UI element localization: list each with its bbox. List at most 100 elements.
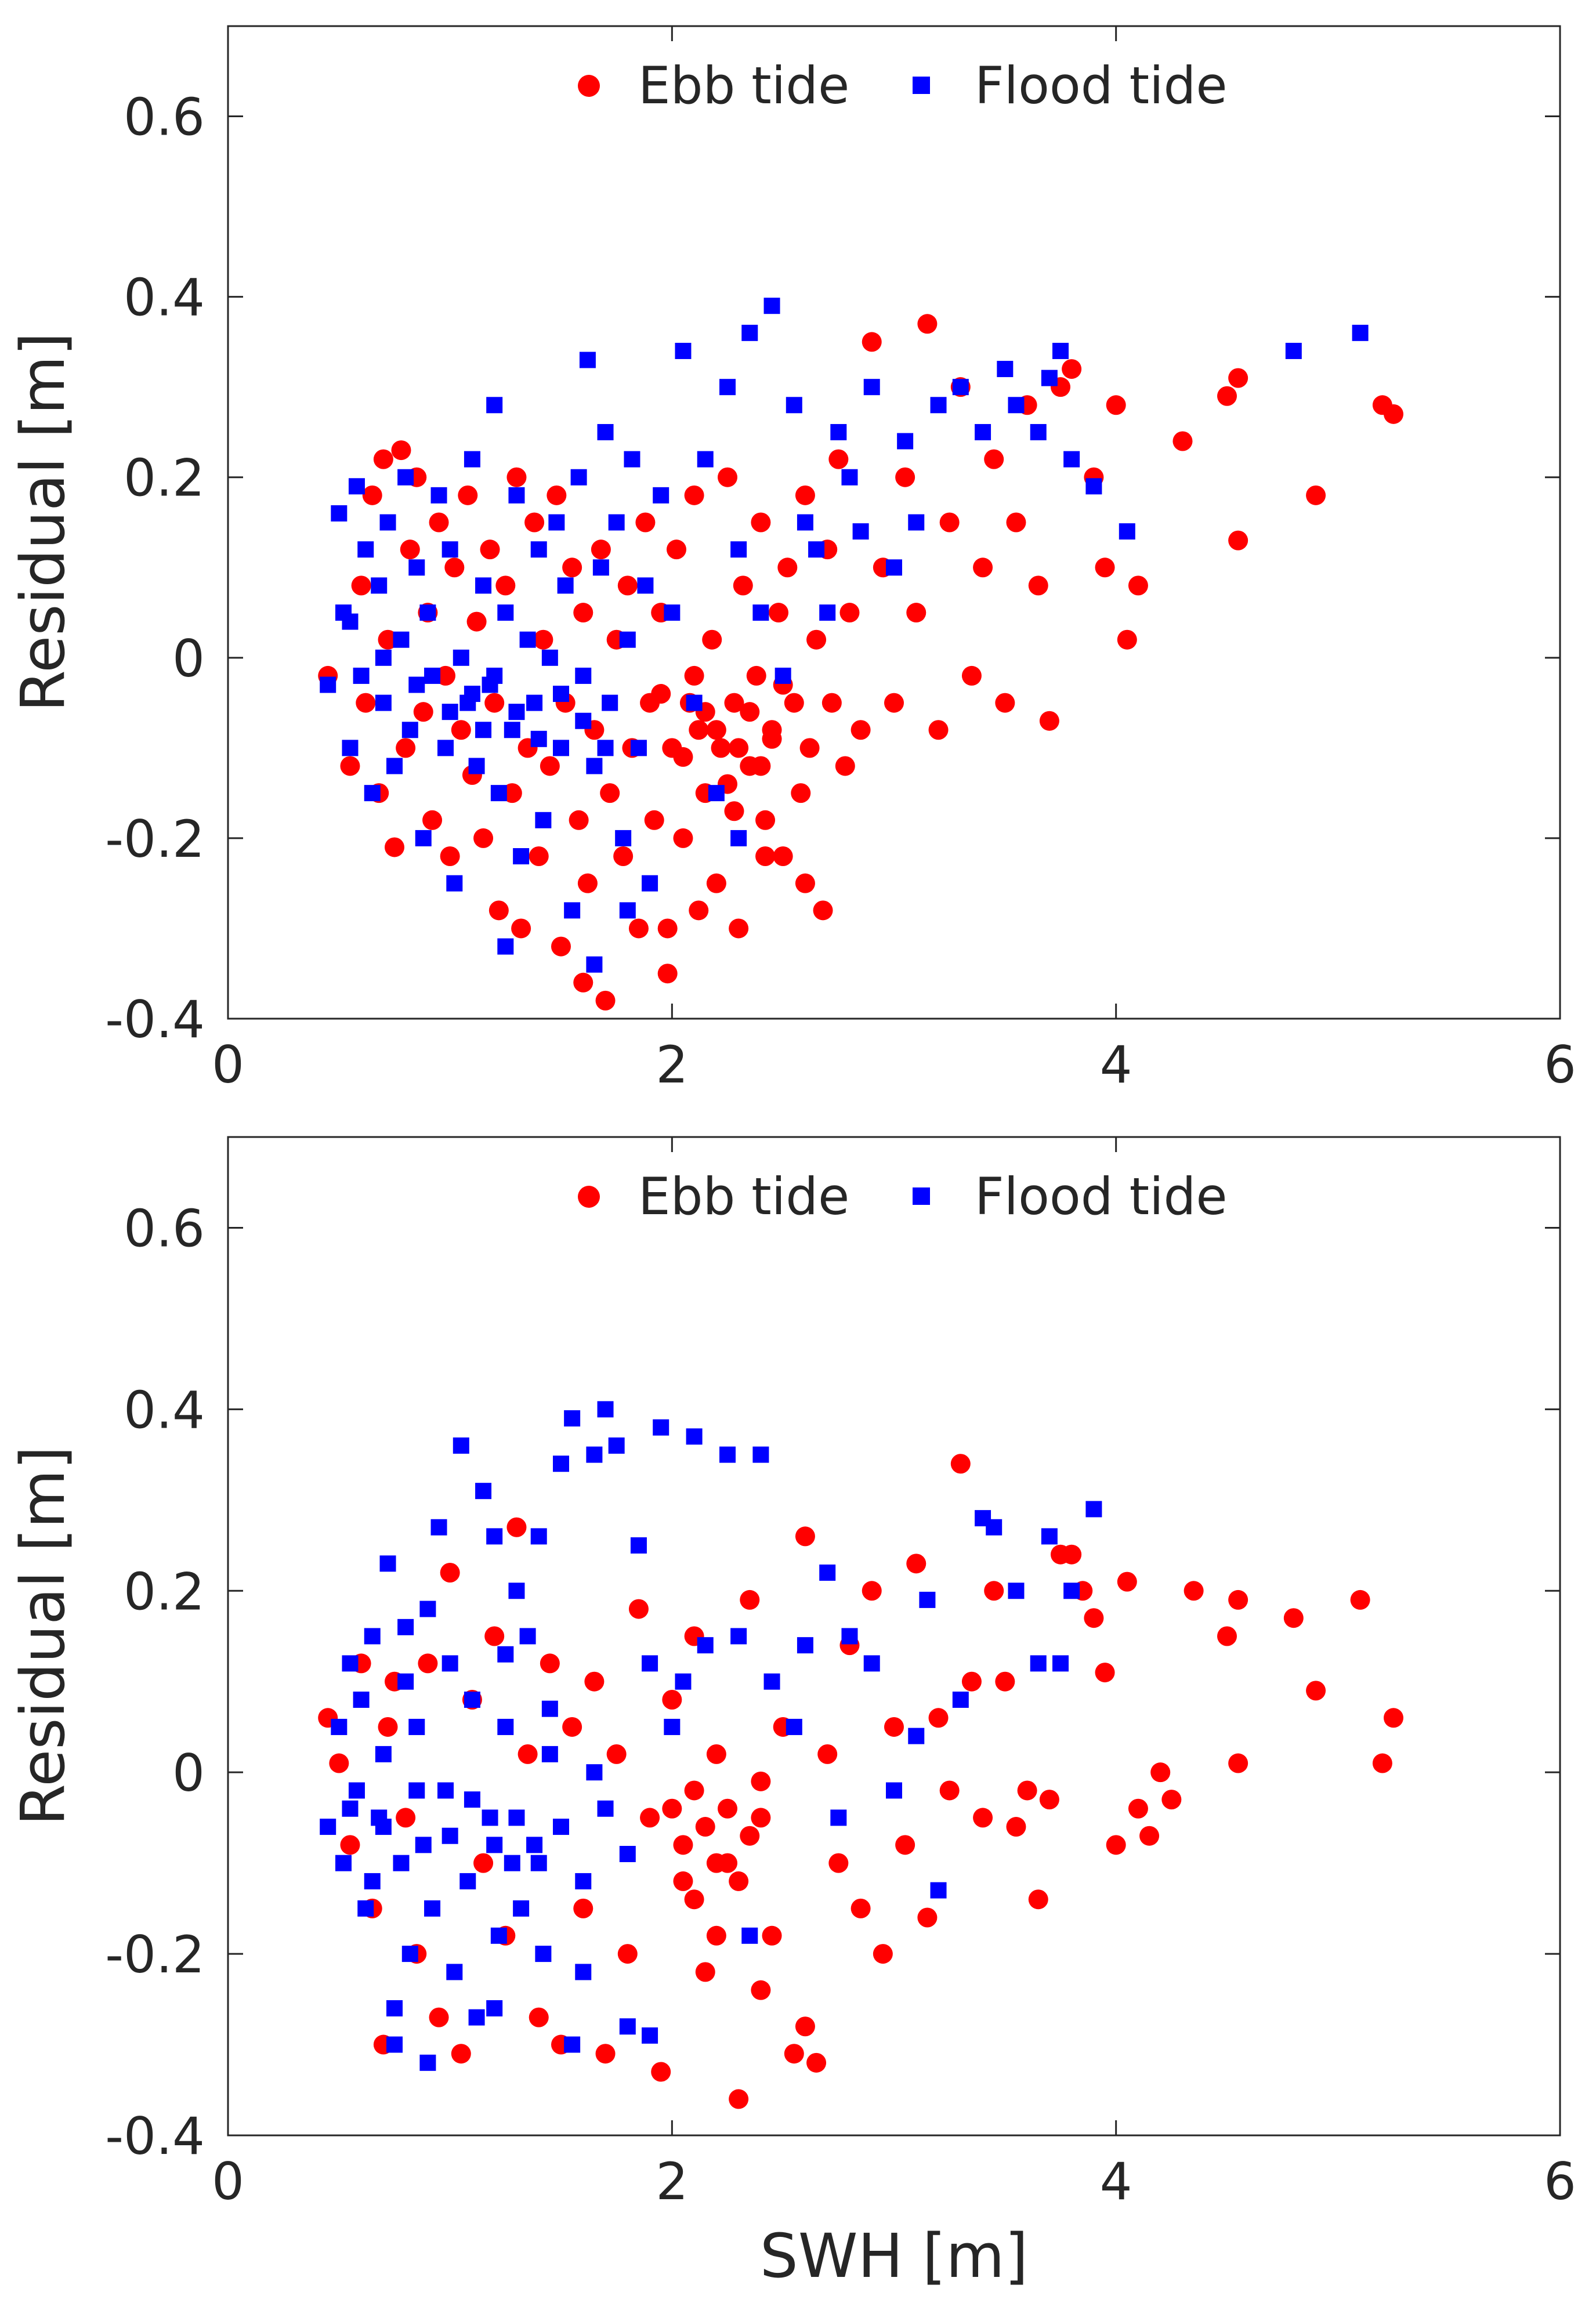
top-ebb-tide-point xyxy=(511,918,531,939)
top-flood-tide-point xyxy=(997,361,1014,378)
bottom-flood-tide-point xyxy=(320,1819,336,1835)
top-ebb-tide-point xyxy=(551,936,571,957)
bottom-ebb-tide-point xyxy=(378,1717,398,1737)
bottom-ebb-tide-point xyxy=(1028,1889,1048,1910)
top-ebb-tide-point xyxy=(1006,512,1026,533)
top-ebb-tide-point xyxy=(799,738,820,758)
bottom-legend-flood-marker xyxy=(913,1187,930,1205)
top-ebb-tide-point xyxy=(657,918,678,939)
top-ebb-tide-point xyxy=(746,665,766,686)
top-flood-tide-point xyxy=(886,559,902,576)
bottom-ebb-tide-point xyxy=(1128,1798,1148,1819)
top-ebb-tide-point xyxy=(973,557,993,578)
top-flood-tide-point xyxy=(775,667,791,684)
bottom-ebb-tide-point xyxy=(1350,1589,1370,1610)
top-ebb-tide-point xyxy=(751,756,771,776)
top-flood-tide-point xyxy=(730,830,747,846)
bottom-flood-tide-point xyxy=(364,1873,381,1889)
top-ebb-tide-point xyxy=(724,801,744,821)
top-ebb-tide-point xyxy=(711,738,731,758)
top-ebb-tide-point xyxy=(451,720,471,740)
top-flood-tide-point xyxy=(697,451,714,468)
top-flood-tide-point xyxy=(741,324,758,341)
top-flood-tide-point xyxy=(430,487,447,504)
bottom-ebb-tide-point xyxy=(429,2007,449,2027)
top-flood-tide-point xyxy=(553,740,569,756)
bottom-ebb-tide-point xyxy=(917,1907,938,1928)
top-flood-tide-point xyxy=(624,451,640,468)
bottom-ebb-tide-point xyxy=(762,1925,782,1946)
top-ebb-tide-point xyxy=(1039,711,1059,731)
top-flood-tide-point xyxy=(819,604,836,621)
bottom-y-tick-label: 0.6 xyxy=(124,1198,205,1258)
bottom-flood-tide-point xyxy=(353,1692,370,1708)
top-flood-tide-point xyxy=(415,830,432,846)
bottom-ebb-tide-point xyxy=(906,1554,927,1574)
bottom-flood-tide-point xyxy=(608,1437,625,1454)
top-flood-tide-point xyxy=(586,758,603,774)
top-ebb-tide-point xyxy=(1028,575,1048,596)
bottom-ebb-tide-point xyxy=(961,1671,982,1692)
bottom-ebb-tide-point xyxy=(995,1671,1015,1692)
top-ebb-tide-point xyxy=(613,846,634,867)
bottom-axis-ticks: 0 2 4 6 0.6 0.4 0.2 0 -0.2 -0.4 xyxy=(105,1137,1576,2211)
top-ebb-tide-point xyxy=(755,810,776,830)
top-ebb-tide-point xyxy=(573,603,593,623)
bottom-flood-tide-point xyxy=(348,1782,365,1799)
top-ebb-tide-point xyxy=(828,449,849,469)
bottom-flood-tide-point xyxy=(459,1873,476,1889)
top-ebb-tide-point xyxy=(1128,575,1148,596)
top-flood-tide-point xyxy=(897,433,914,450)
bottom-flood-tide-point xyxy=(508,1809,525,1826)
top-ebb-tide-point xyxy=(595,990,616,1011)
top-flood-tide-point xyxy=(575,712,592,729)
bottom-ebb-tide-point xyxy=(795,1526,815,1547)
top-ebb-tide-point xyxy=(706,720,726,740)
bottom-flood-tide-point xyxy=(863,1655,880,1672)
bottom-ebb-tide-point xyxy=(340,1835,360,1855)
bottom-flood-tide-point xyxy=(535,1946,552,1962)
bottom-ebb-tide-point xyxy=(1106,1835,1126,1855)
top-flood-tide-point xyxy=(1119,523,1135,540)
bottom-ebb-tide-point xyxy=(740,1826,760,1846)
top-ebb-tide-point xyxy=(702,629,722,650)
bottom-flood-tide-point xyxy=(408,1782,425,1799)
bottom-ebb-tide-point xyxy=(706,1925,726,1946)
top-flood-tide-point xyxy=(1285,342,1302,359)
bottom-ebb-tide-point xyxy=(873,1944,893,1964)
top-flood-tide-point xyxy=(397,469,414,486)
bottom-ebb-tide-point xyxy=(451,2044,471,2064)
top-ebb-tide-point xyxy=(689,900,709,921)
bottom-flood-tide-point xyxy=(419,2054,436,2071)
bottom-flood-tide-point xyxy=(486,1837,503,1853)
top-flood-tide-point xyxy=(401,722,418,738)
top-ebb-tide-point xyxy=(547,485,567,505)
bottom-ebb-tide-point xyxy=(729,2089,749,2109)
bottom-ebb-tide-point xyxy=(806,2052,827,2073)
bottom-flood-tide-point xyxy=(519,1628,536,1645)
bottom-flood-tide-point xyxy=(335,1855,352,1871)
top-ebb-tide-point xyxy=(413,702,433,722)
top-flood-tide-point xyxy=(437,740,454,756)
top-ebb-tide-point xyxy=(724,693,744,713)
top-ebb-tide-point xyxy=(1384,404,1403,424)
bottom-flood-tide-point xyxy=(486,2000,503,2016)
top-ebb-tide-point xyxy=(769,603,789,623)
bottom-flood-tide-point xyxy=(530,1528,547,1545)
top-ebb-tide-point xyxy=(1217,386,1237,406)
top-flood-tide-point xyxy=(408,676,425,693)
top-flood-tide-point xyxy=(808,541,825,558)
top-flood-tide-point xyxy=(441,541,458,558)
top-ebb-tide-point xyxy=(562,557,582,578)
top-ebb-tide-point xyxy=(806,629,827,650)
top-ebb-tide-point xyxy=(1117,629,1137,650)
top-ebb-tide-point xyxy=(422,810,443,830)
top-flood-tide-point xyxy=(513,848,530,865)
bottom-flood-tide-point xyxy=(653,1419,669,1436)
bottom-flood-tide-point xyxy=(1030,1655,1047,1672)
top-flood-tide-point xyxy=(615,830,632,846)
bottom-flood-tide-point xyxy=(419,1601,436,1617)
bottom-flood-tide-point xyxy=(424,1900,441,1917)
top-flood-tide-point xyxy=(597,740,614,756)
